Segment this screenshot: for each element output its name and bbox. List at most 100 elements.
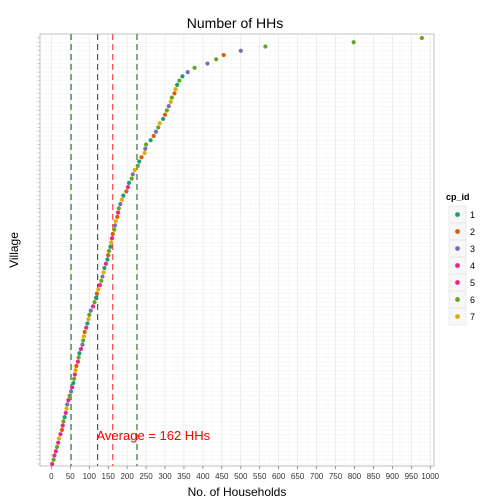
data-point [70, 385, 75, 390]
data-point [112, 227, 117, 232]
data-point [58, 432, 63, 437]
data-point [112, 223, 118, 228]
data-point [106, 253, 111, 258]
data-point [113, 219, 118, 224]
data-point [61, 419, 66, 424]
legend-swatch [455, 212, 460, 217]
data-point [97, 282, 102, 288]
x-tick-label: 1000 [421, 472, 439, 481]
data-point [161, 116, 166, 122]
legend-title: cp_id [446, 192, 470, 202]
data-point [109, 240, 114, 245]
data-point [109, 236, 115, 241]
x-tick-label: 450 [215, 472, 229, 481]
data-points [50, 35, 424, 467]
data-point [59, 427, 65, 433]
data-point [101, 270, 106, 275]
data-point [76, 355, 81, 360]
legend: cp_id 1 2 3 4 5 6 7 [446, 192, 475, 326]
x-tick-label: 250 [139, 472, 153, 481]
data-point [56, 436, 62, 441]
legend-label: 6 [470, 295, 475, 305]
data-point [68, 389, 74, 394]
data-point [108, 244, 113, 249]
data-point [168, 99, 173, 104]
data-point [100, 274, 105, 279]
legend-label: 2 [470, 227, 475, 237]
data-point [72, 372, 77, 377]
data-point [130, 172, 135, 177]
data-point [86, 317, 91, 322]
y-tick-marks [37, 37, 40, 465]
legend-label: 5 [470, 278, 475, 288]
data-point [214, 57, 219, 62]
data-point [115, 214, 120, 220]
legend-label: 1 [470, 210, 475, 220]
legend-swatch [455, 246, 460, 251]
data-point [71, 376, 77, 381]
data-point [351, 40, 356, 45]
x-tick-label: 400 [196, 472, 210, 481]
data-point [185, 69, 190, 75]
data-point [110, 231, 115, 237]
x-tick-label: 700 [310, 472, 324, 481]
x-tick-label: 500 [234, 472, 248, 481]
data-point [62, 415, 67, 420]
data-point [81, 334, 87, 339]
data-point [238, 48, 243, 53]
data-point [77, 351, 82, 356]
data-point [124, 189, 129, 194]
data-point [173, 87, 178, 92]
x-axis-title: No. of Households [188, 485, 287, 499]
data-point [80, 342, 85, 347]
data-point [82, 329, 87, 335]
x-tick-label: 550 [253, 472, 267, 481]
chart-title: Number of HHs [187, 15, 283, 31]
data-point [52, 453, 57, 458]
x-tick-label: 900 [386, 472, 400, 481]
data-point [93, 295, 99, 300]
data-point [56, 440, 61, 445]
data-point [143, 146, 148, 151]
data-point [116, 206, 121, 211]
data-point [84, 325, 89, 330]
data-point [121, 193, 126, 198]
data-point [74, 363, 79, 369]
data-point [50, 461, 55, 467]
data-point [137, 159, 142, 164]
data-point [78, 346, 84, 352]
legend-swatch [455, 263, 460, 268]
x-tick-label: 800 [348, 472, 362, 481]
grid [40, 34, 440, 466]
data-point [64, 406, 69, 411]
data-point [175, 82, 180, 87]
y-axis-title: Village [7, 232, 21, 268]
data-point [81, 338, 86, 343]
data-point [172, 91, 177, 96]
data-point [118, 202, 123, 207]
average-annotation: Average = 162 HHs [97, 428, 211, 443]
x-tick-label: 150 [102, 472, 116, 481]
legend-label: 7 [470, 312, 475, 322]
data-point [75, 359, 80, 364]
data-point [102, 265, 107, 271]
data-point [148, 138, 153, 143]
data-point [106, 248, 112, 254]
data-point [99, 278, 104, 283]
x-tick-labels: 0 50 100 150 200 250 300 350 400 450 500 550 600 650 7… [49, 466, 440, 481]
data-point [156, 125, 161, 130]
data-point [105, 257, 110, 262]
data-point [73, 368, 78, 373]
x-tick-label: 50 [66, 472, 75, 481]
data-point [151, 133, 156, 139]
legend-swatch [455, 297, 460, 302]
plot-panel [39, 33, 435, 467]
legend-swatch [455, 314, 460, 319]
data-point [65, 402, 70, 407]
data-point [205, 61, 210, 66]
x-tick-label: 650 [291, 472, 305, 481]
data-point [85, 321, 90, 326]
x-tick-label: 750 [329, 472, 343, 481]
data-point [125, 185, 130, 190]
